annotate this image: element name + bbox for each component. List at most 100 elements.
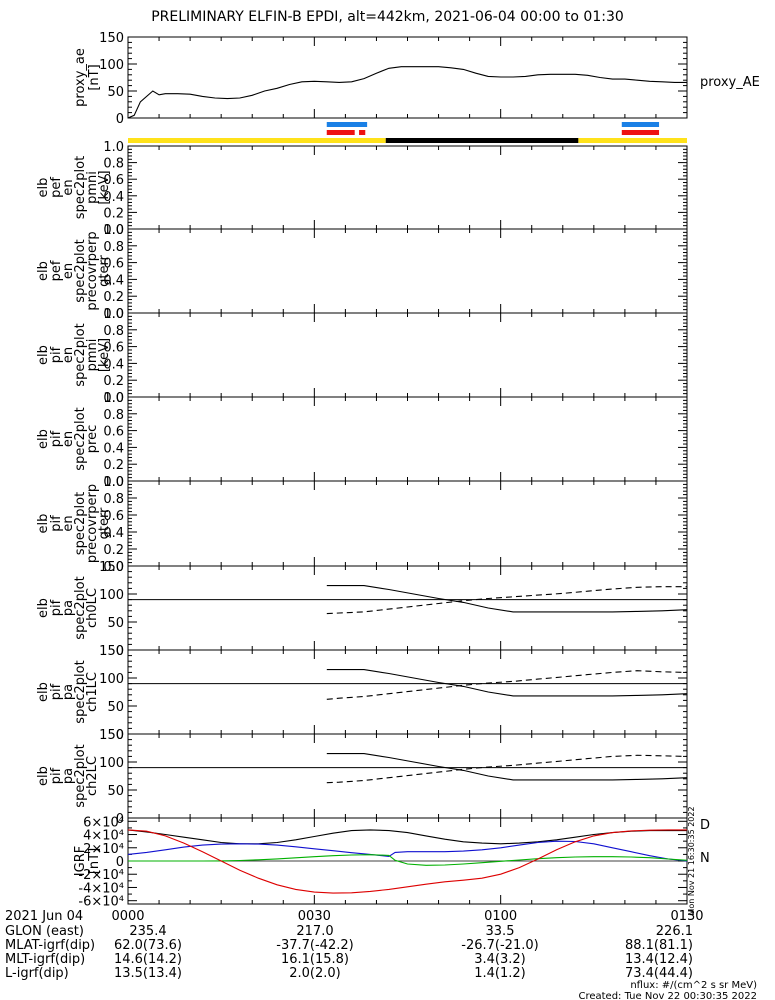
science-zone-bar-red [621,130,660,135]
sunlight-bar-yellow [578,138,687,143]
y-axis-label: spec2plot [73,576,88,639]
y-axis-label: elb [36,261,51,281]
legend-proxy-ae: proxy_AE [700,75,760,90]
y-axis-label: elb [36,514,51,534]
y-tick-label: -2×10⁴ [78,868,124,883]
y-axis-label: pif [49,683,64,700]
y-axis-label: pef [49,260,64,281]
y-tick-label: 50 [107,784,124,799]
ephemeris-value: 13.5(13.4) [114,966,182,981]
y-tick-label: 0.4 [103,273,124,288]
y-tick-label: 100 [99,756,124,771]
y-axis-label: pa [61,768,76,784]
y-tick-label: 50 [107,616,124,631]
y-tick-label: 0.4 [103,441,124,456]
y-axis-label: proxy_ae [73,48,88,107]
y-axis-label: elb [36,766,51,786]
legend-n: N [700,851,710,866]
y-tick-label: -6×10⁴ [78,895,124,910]
panel-pif-prec [127,396,688,482]
panel-igrf [127,817,688,905]
y-axis-label: [nT] [87,64,102,90]
y-axis-label: pa [61,684,76,700]
y-tick-label: 150 [99,31,124,46]
series-line [326,585,688,613]
y-axis-label: pif [49,430,64,447]
y-axis-label: pef [49,177,64,198]
y-tick-label: 2×10⁴ [83,842,124,857]
y-tick-label: 50 [107,85,124,100]
y-tick-label: 0.0 [103,307,124,322]
science-zone-bar-red [326,130,355,135]
y-axis-label: ch1LC [85,672,100,712]
y-tick-label: 1.0 [103,391,124,406]
y-tick-label: 0.0 [103,391,124,406]
panel-ch1LC [127,649,688,735]
ephemeris-row-label: MLAT-igrf(dip) [5,938,95,953]
igrf-side-stamp: Mon Nov 21 16:30:35 2022 [687,806,696,915]
y-tick-label: 4×10⁴ [83,829,124,844]
y-tick-label: 0.0 [103,475,124,490]
y-tick-label: 0 [116,644,124,659]
series-line [127,829,687,845]
ephemeris-value: 16.1(15.8) [281,952,349,967]
science-zone-bar-blue [326,122,368,127]
y-tick-label: 150 [99,644,124,659]
x-tick-label: 0030 [298,909,331,924]
ephemeris-value: 33.5 [486,924,515,939]
y-axis-label: elb [36,178,51,198]
y-axis-label: en [61,515,76,531]
y-axis-label: gterr [97,507,112,539]
y-tick-label: 0.6 [103,509,124,524]
y-tick-label: 0.8 [103,240,124,255]
shadow-bar-black [385,138,579,143]
y-tick-label: 0.2 [103,458,124,473]
panel-frame [127,312,688,398]
y-axis-label: spec2plot [73,492,88,555]
y-tick-label: 0.0 [103,223,124,238]
y-tick-label: 0.2 [103,374,124,389]
y-axis-label: pmni [85,339,100,372]
y-tick-label: 0 [116,855,124,870]
y-axis-label: spec2plot [73,744,88,807]
y-tick-label: 50 [107,700,124,715]
panel-ch2LC [127,733,688,819]
y-axis-label: elb [36,682,51,702]
y-axis-label: spec2plot [73,239,88,302]
y-axis-label: en [61,263,76,279]
y-tick-label: 0.2 [103,543,124,558]
y-tick-label: 0.8 [103,324,124,339]
series-line [127,840,688,862]
y-tick-label: 0.6 [103,425,124,440]
y-tick-label: 0.6 [103,257,124,272]
ephemeris-date: 2021 Jun 04 [5,909,83,924]
series-line [127,66,687,119]
panel-frame [127,145,688,230]
y-axis-label: precovrperp [85,231,100,310]
panel-frame [127,228,688,314]
y-tick-label: 1.0 [103,140,124,155]
panel-pef-precovrperp [127,228,688,314]
y-tick-label: 0.4 [103,526,124,541]
y-tick-label: 100 [99,672,124,687]
panel-ae [127,36,688,119]
footer-created: Created: Tue Nov 22 00:30:35 2022 [578,991,757,1000]
y-tick-label: 0.0 [103,560,124,575]
series-line [127,829,687,894]
series-line [326,753,688,781]
ephemeris-value: 226.1 [656,924,693,939]
ephemeris-value: 73.4(44.4) [625,966,693,981]
y-tick-label: -4×10⁴ [78,881,124,896]
panel-pif-precovrperp [127,480,688,567]
panel-frame [127,396,688,482]
panel-pef-pmni [127,145,688,230]
panel-frame [127,565,688,651]
ephemeris-value: -37.7(-42.2) [276,938,353,953]
y-tick-label: 0 [116,112,124,127]
ephemeris-value: 14.6(14.2) [114,952,182,967]
ephemeris-value: -26.7(-21.0) [461,938,538,953]
y-tick-label: 0.2 [103,290,124,305]
y-axis-label: ch0LC [85,588,100,628]
y-axis-label: spec2plot [73,660,88,723]
